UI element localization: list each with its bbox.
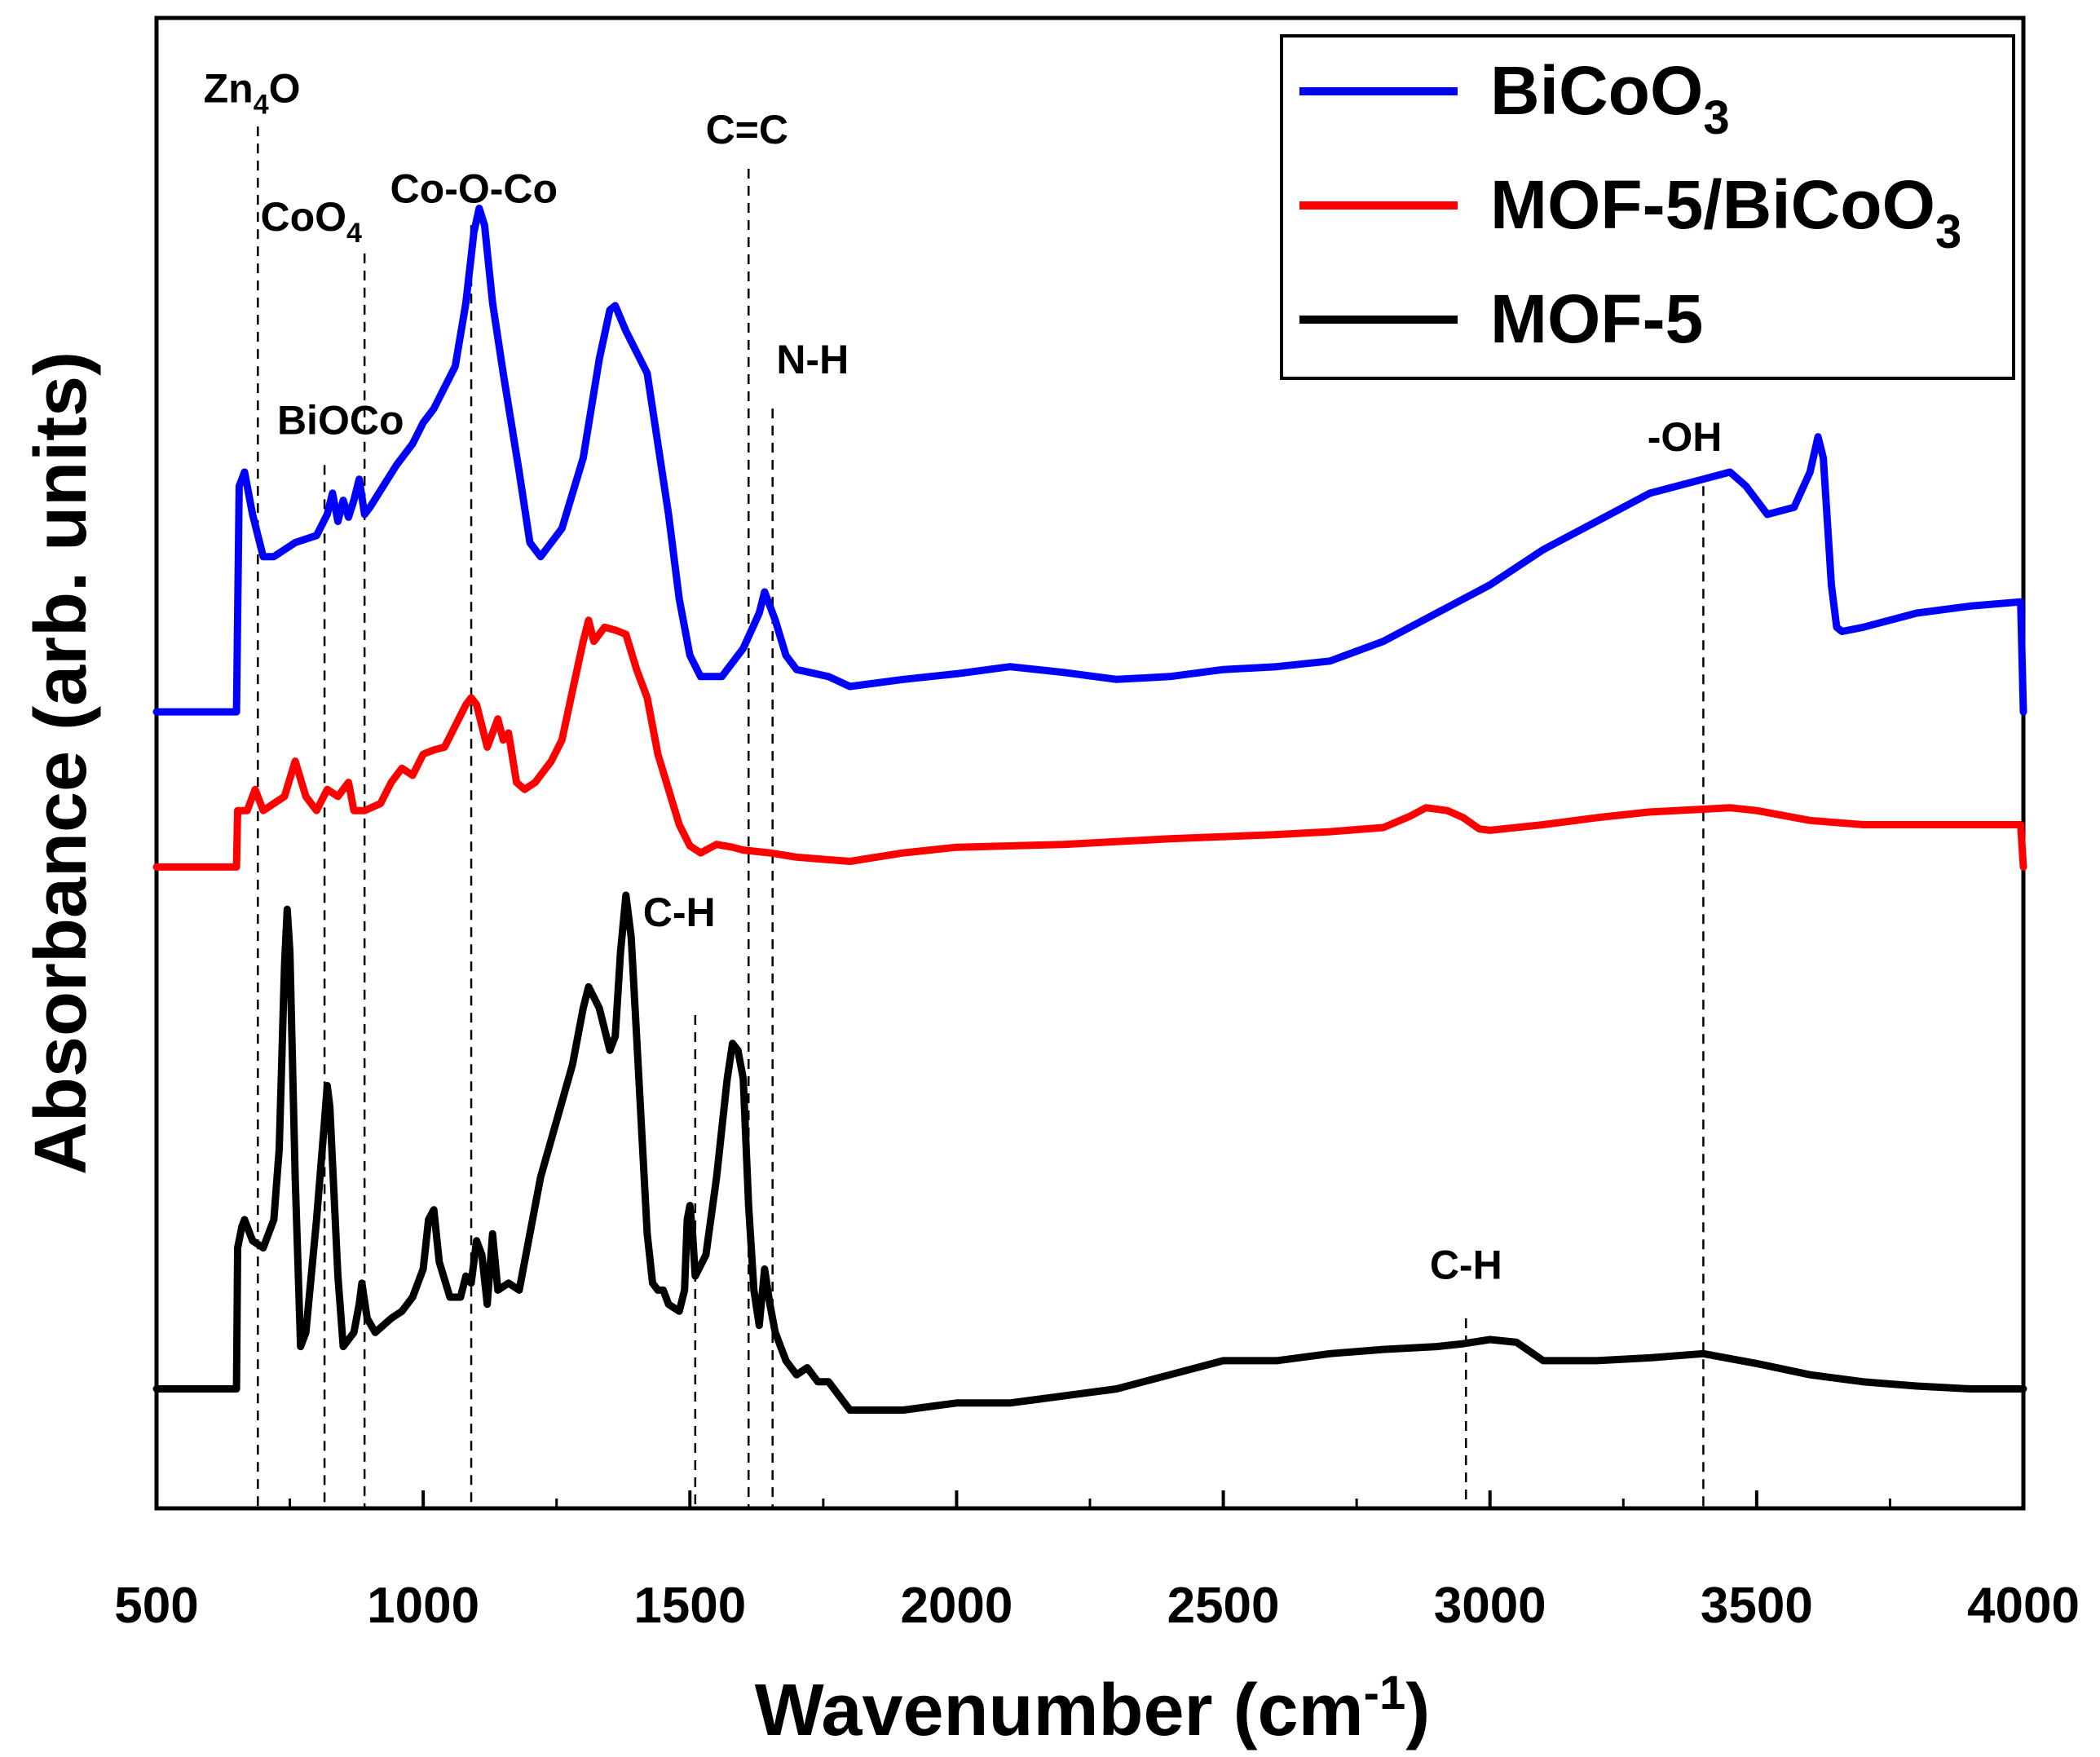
- legend-label: MOF-5/BiCoO3: [1490, 166, 1961, 258]
- x-axis: 500 1000 1500 2000 2500 3000 3500 4000: [114, 1490, 2080, 1634]
- x-tick-label: 1000: [367, 1578, 479, 1634]
- x-tick-label: 500: [114, 1578, 198, 1634]
- x-axis-title-main: Wavenumber (cm: [755, 1670, 1364, 1751]
- x-tick-label: 3000: [1434, 1578, 1546, 1634]
- peak-annotations: Zn4O CoO4 Co-O-Co C=C BiOCo N-H -OH C-H C-H: [204, 66, 1723, 1508]
- peak-label: Zn4O: [204, 66, 301, 121]
- x-tick-label: 1500: [633, 1578, 746, 1634]
- legend-items: BiCoO3 MOF-5/BiCoO3 MOF-5: [1299, 52, 1961, 357]
- x-axis-title: Wavenumber (cm-1): [755, 1667, 1430, 1752]
- peak-label: C-H: [1430, 1243, 1502, 1288]
- x-tick-label: 3500: [1701, 1578, 1813, 1634]
- peak-label: C-H: [643, 890, 716, 935]
- x-axis-title-end: ): [1405, 1670, 1430, 1751]
- legend-label: BiCoO3: [1490, 52, 1730, 144]
- peak-label: -OH: [1648, 414, 1723, 460]
- legend: BiCoO3 MOF-5/BiCoO3 MOF-5: [1280, 34, 2015, 380]
- series-mof-5: [152, 891, 2027, 1414]
- x-tick-label: 2500: [1167, 1578, 1280, 1634]
- x-tick-label: 2000: [900, 1578, 1012, 1634]
- peak-label: Co-O-Co: [390, 166, 558, 212]
- series-lines: [152, 205, 2027, 1414]
- peak-label: N-H: [776, 337, 849, 382]
- series-mof-5-bicoo3: [152, 616, 2027, 871]
- peak-label: C=C: [706, 107, 788, 152]
- y-axis-title: Absorbance (arb. units): [20, 351, 102, 1175]
- series-bicoo3: [152, 205, 2027, 716]
- x-axis-title-sup: -1: [1364, 1667, 1406, 1719]
- peak-label: BiOCo: [277, 397, 404, 443]
- x-tick-label: 4000: [1967, 1578, 2080, 1634]
- peak-label: CoO4: [261, 194, 363, 249]
- legend-label: MOF-5: [1490, 280, 1703, 357]
